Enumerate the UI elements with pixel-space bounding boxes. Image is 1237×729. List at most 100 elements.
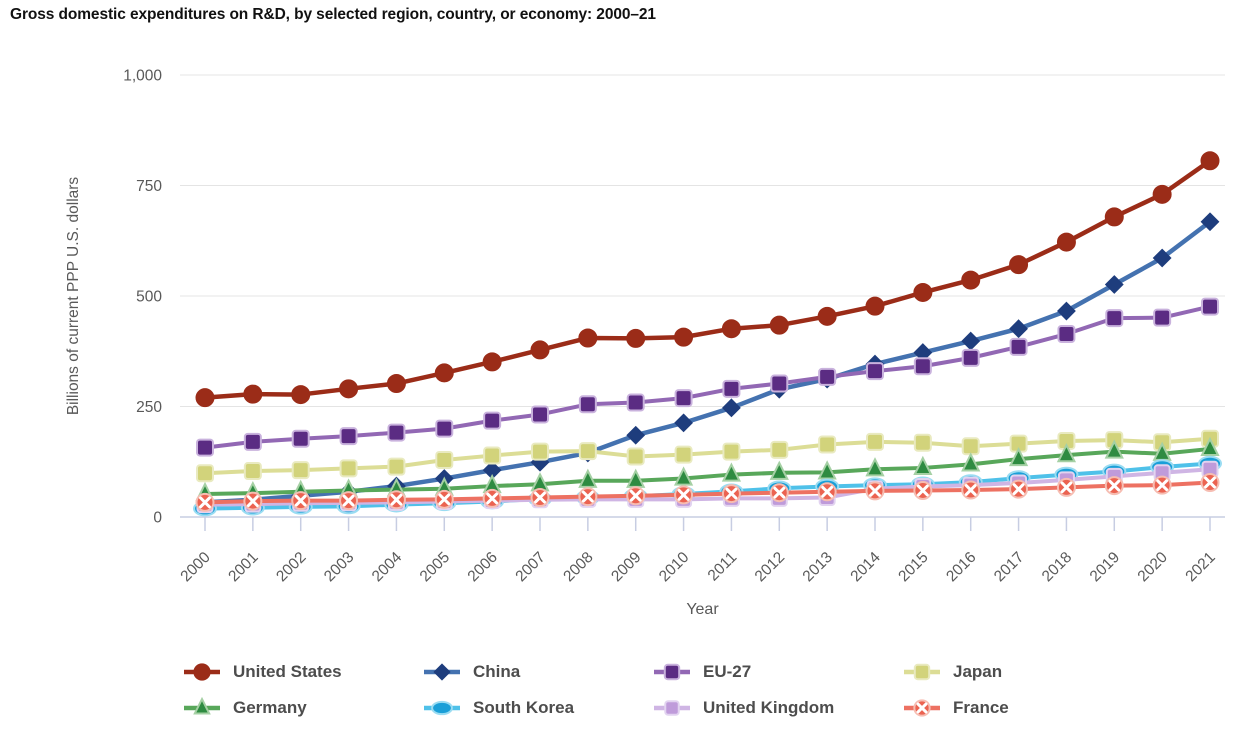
- legend-item-china[interactable]: China: [423, 658, 653, 685]
- point-united-states-2004[interactable]: [386, 374, 406, 394]
- point-eu-27-2008[interactable]: [578, 395, 597, 414]
- point-eu-27-2011[interactable]: [722, 379, 741, 398]
- point-japan-2016[interactable]: [961, 437, 980, 456]
- point-germany-2014[interactable]: [865, 457, 885, 477]
- point-united-states-2014[interactable]: [865, 296, 885, 316]
- point-france-2013-x-glyph: [821, 485, 834, 498]
- point-eu-27-2006[interactable]: [483, 411, 502, 430]
- point-japan-2009[interactable]: [626, 447, 645, 466]
- point-united-states-2000[interactable]: [195, 388, 215, 408]
- point-germany-2011[interactable]: [721, 462, 742, 482]
- point-eu-27-2017[interactable]: [1009, 337, 1028, 356]
- point-germany-2010[interactable]: [673, 466, 694, 486]
- point-japan-2011[interactable]: [722, 442, 741, 461]
- point-united-states-2019[interactable]: [1104, 207, 1124, 227]
- point-united-states-2018[interactable]: [1056, 232, 1076, 252]
- point-japan-2015[interactable]: [913, 433, 932, 452]
- point-germany-2013[interactable]: [817, 460, 837, 480]
- x-tick-label-2017: 2017: [991, 549, 1027, 585]
- legend-item-south-korea[interactable]: South Korea: [423, 694, 653, 721]
- point-germany-2017[interactable]: [1008, 446, 1029, 467]
- point-united-states-2011[interactable]: [721, 319, 741, 339]
- point-japan-2004[interactable]: [387, 457, 406, 476]
- point-japan-2006[interactable]: [483, 446, 502, 465]
- point-germany-2018[interactable]: [1056, 442, 1077, 463]
- legend-item-germany[interactable]: Germany: [183, 694, 423, 721]
- legend-glyph-united-states[interactable]: [193, 662, 211, 681]
- point-germany-2015[interactable]: [913, 455, 933, 476]
- point-germany-2019[interactable]: [1104, 439, 1124, 459]
- point-china-2011[interactable]: [722, 398, 741, 418]
- point-eu-27-2013[interactable]: [818, 367, 837, 386]
- point-united-states-2016[interactable]: [961, 270, 981, 290]
- point-eu-27-2003[interactable]: [339, 427, 358, 446]
- point-japan-2003[interactable]: [339, 459, 358, 478]
- point-united-states-2015[interactable]: [913, 282, 933, 302]
- point-eu-27-2009[interactable]: [626, 393, 645, 412]
- legend-glyph-south-korea[interactable]: [431, 700, 453, 715]
- point-eu-27-2018[interactable]: [1057, 325, 1076, 344]
- point-japan-2012[interactable]: [770, 440, 789, 459]
- legend-item-eu-27[interactable]: EU-27: [653, 658, 903, 685]
- point-united-states-2007[interactable]: [530, 340, 550, 360]
- point-eu-27-2005[interactable]: [435, 419, 454, 438]
- point-china-2019[interactable]: [1104, 275, 1124, 294]
- point-japan-2008[interactable]: [578, 442, 597, 461]
- point-united-states-2017[interactable]: [1009, 255, 1029, 275]
- point-japan-2001[interactable]: [243, 462, 262, 481]
- point-germany-2021[interactable]: [1200, 436, 1220, 457]
- point-china-2016[interactable]: [961, 331, 981, 351]
- point-china-2010[interactable]: [674, 413, 693, 433]
- point-united-states-2006[interactable]: [482, 352, 502, 372]
- point-china-2020[interactable]: [1152, 248, 1172, 268]
- point-united-states-2008[interactable]: [578, 328, 598, 348]
- point-japan-2014[interactable]: [866, 432, 884, 451]
- point-japan-2002[interactable]: [291, 461, 310, 480]
- point-china-2018[interactable]: [1057, 301, 1076, 321]
- point-japan-2000[interactable]: [196, 464, 214, 483]
- point-japan-2007[interactable]: [531, 442, 549, 461]
- y-axis-title: Billions of current PPP U.S. dollars: [65, 177, 82, 416]
- point-japan-2005[interactable]: [435, 450, 454, 469]
- point-eu-27-2004[interactable]: [387, 423, 406, 442]
- legend-glyph-germany[interactable]: [193, 696, 211, 714]
- point-united-states-2009[interactable]: [626, 328, 646, 348]
- point-japan-2010[interactable]: [674, 445, 693, 464]
- point-germany-2008[interactable]: [578, 468, 598, 488]
- point-eu-27-2012[interactable]: [770, 374, 789, 393]
- legend-glyph-japan[interactable]: [913, 663, 931, 680]
- point-united-states-2010[interactable]: [674, 327, 694, 347]
- point-eu-27-2015[interactable]: [913, 357, 932, 376]
- legend-glyph-china[interactable]: [433, 662, 451, 681]
- point-eu-27-2019[interactable]: [1105, 309, 1124, 328]
- point-eu-27-2007[interactable]: [531, 405, 549, 424]
- point-china-2009[interactable]: [626, 425, 646, 445]
- legend-item-france[interactable]: France: [903, 694, 1123, 721]
- point-united-states-2012[interactable]: [769, 315, 789, 335]
- point-united-states-2002[interactable]: [291, 385, 311, 405]
- point-eu-27-2002[interactable]: [291, 429, 310, 448]
- point-united-states-2005[interactable]: [434, 363, 454, 383]
- point-eu-27-2016[interactable]: [961, 348, 980, 367]
- point-eu-27-2001[interactable]: [243, 432, 262, 451]
- point-germany-2012[interactable]: [769, 460, 789, 480]
- legend-glyph-eu-27[interactable]: [663, 663, 681, 680]
- point-eu-27-2010[interactable]: [674, 389, 693, 408]
- legend-item-japan[interactable]: Japan: [903, 658, 1123, 685]
- point-united-states-2001[interactable]: [243, 384, 263, 404]
- point-united-states-2003[interactable]: [339, 379, 359, 399]
- point-germany-2016[interactable]: [961, 452, 981, 472]
- point-united-states-2021[interactable]: [1200, 151, 1220, 171]
- point-eu-27-2014[interactable]: [866, 362, 884, 381]
- legend-glyph-united-kingdom[interactable]: [664, 699, 680, 716]
- point-eu-27-2000[interactable]: [196, 438, 214, 457]
- legend-item-united-kingdom[interactable]: United Kingdom: [653, 694, 903, 721]
- point-japan-2013[interactable]: [818, 435, 837, 454]
- point-china-2017[interactable]: [1009, 319, 1028, 339]
- point-china-2021[interactable]: [1200, 212, 1220, 232]
- point-eu-27-2021[interactable]: [1201, 297, 1219, 316]
- point-united-states-2020[interactable]: [1152, 184, 1172, 204]
- point-eu-27-2020[interactable]: [1153, 308, 1172, 327]
- legend-item-united-states[interactable]: United States: [183, 658, 423, 685]
- point-united-states-2013[interactable]: [817, 306, 837, 326]
